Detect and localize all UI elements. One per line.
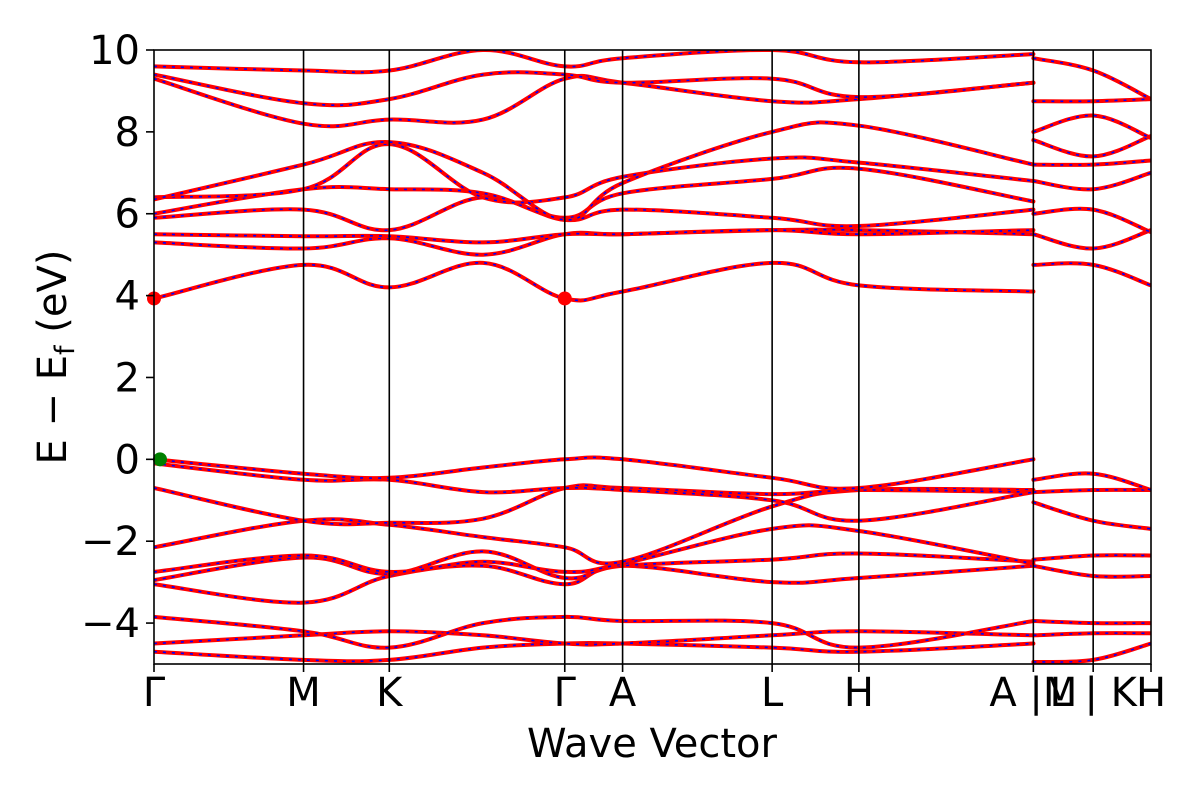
band-line [1031,563,1151,579]
band-line-overlay [154,75,1034,127]
band-line-overlay [154,456,1034,490]
band-line-overlay [154,616,1034,649]
y-axis-label-main: E − E [30,355,76,465]
band-line-overlay [154,524,1034,573]
y-tick-label: 4 [115,274,140,320]
x-axis-label: Wave Vector [527,721,778,767]
band-line [1031,113,1151,140]
y-tick-label: 10 [89,28,140,74]
band-line-overlay [154,487,1034,565]
band-line-overlay [154,166,1034,219]
x-tick-label: L | K [1049,670,1138,716]
x-tick-label: Γ [143,670,166,716]
band-line-overlay [1033,57,1151,100]
band-line [1031,206,1151,235]
x-tick-label: H [1136,670,1166,716]
band-line [154,523,1036,574]
y-axis-label-unit: (eV) [30,250,76,346]
band-line [1031,261,1151,288]
x-tick-label: Γ [554,670,577,716]
y-tick-label: −4 [81,601,140,647]
y-axis-label: E − Ef (eV) [30,250,81,465]
x-tick-label: K [376,670,404,716]
band-line [1031,170,1151,192]
y-tick-label: 0 [115,437,140,483]
vbm-marker [152,452,167,467]
band-line [154,563,1036,605]
band-line-overlay [1033,501,1151,530]
cbm-marker [557,291,572,306]
band-line-overlay [154,50,1034,74]
x-tick-label: H [844,670,874,716]
band-line-overlay [1033,207,1151,233]
x-tick-label: M [286,670,321,716]
y-tick-label: 8 [115,110,140,156]
band-line [1031,471,1151,492]
extrema-markers [147,291,572,467]
band-line [154,120,1036,222]
y-tick-label: −2 [81,519,140,565]
band-line-overlay [1033,135,1151,158]
y-axis-ticks: −4 −2 0 2 4 6 8 10 [81,28,154,647]
band-line [154,50,1036,75]
y-axis-label-subscript: f [50,344,81,355]
band-line [154,260,1036,303]
band-line-overlay [1033,229,1151,250]
band-line [1031,641,1151,664]
x-tick-label: A [609,670,637,716]
x-tick-label: L [761,670,784,716]
high-symmetry-lines [302,50,1094,664]
band-line-overlay [154,71,1034,107]
plot-frame [153,49,1152,665]
band-line-overlay [154,462,1034,522]
x-tick-label: A |M [989,670,1077,716]
y-tick-label: 2 [115,355,140,401]
band-line-overlay [154,143,1034,204]
y-tick-label: 6 [115,192,140,238]
band-line [1031,500,1151,531]
band-line-overlay [154,229,1034,244]
band-lines [154,50,1151,664]
band-line-overlay [154,262,1034,302]
band-line [1031,56,1151,102]
band-line-overlay [1033,114,1151,139]
band-line-overlay [154,228,1034,256]
band-line-overlay [154,630,1034,646]
band-line [154,486,1036,566]
